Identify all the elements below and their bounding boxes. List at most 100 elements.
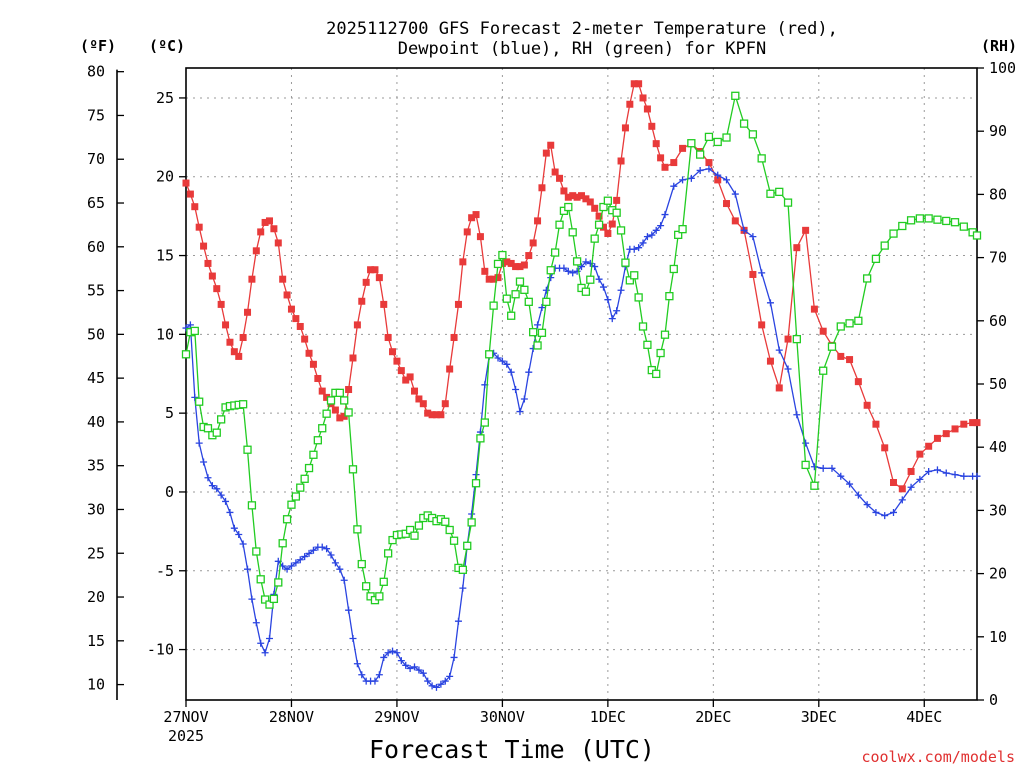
dewpoint-point bbox=[643, 233, 651, 241]
temperature-point bbox=[393, 357, 401, 365]
temperature-point bbox=[252, 247, 260, 255]
temperature-point bbox=[766, 357, 774, 365]
relative-humidity-point bbox=[529, 328, 538, 337]
temperature-point bbox=[397, 367, 405, 375]
temperature-point bbox=[723, 200, 731, 208]
dewpoint-point bbox=[230, 524, 238, 532]
dewpoint-point bbox=[411, 663, 419, 671]
temperature-point bbox=[621, 124, 629, 132]
chart-title-line2: Dewpoint (blue), RH (green) for KPFN bbox=[398, 39, 766, 59]
fahrenheit-tick-label: 10 bbox=[87, 676, 105, 694]
relative-humidity-point bbox=[696, 150, 705, 159]
temperature-point bbox=[507, 259, 515, 267]
temperature-point bbox=[551, 168, 559, 176]
relative-humidity-point bbox=[933, 215, 942, 224]
dewpoint-point bbox=[301, 553, 309, 561]
relative-humidity-point bbox=[467, 518, 476, 527]
dewpoint-point bbox=[534, 321, 542, 329]
temperature-point bbox=[498, 259, 506, 267]
temperature-point bbox=[371, 266, 379, 274]
temperature-point bbox=[287, 305, 295, 313]
relative-humidity-point bbox=[260, 595, 270, 604]
temperature-point bbox=[582, 195, 590, 203]
relative-humidity-point bbox=[656, 348, 665, 358]
dewpoint-point bbox=[573, 267, 581, 275]
temperature-point bbox=[854, 378, 862, 386]
dewpoint-point bbox=[305, 549, 313, 557]
temperature-point bbox=[933, 434, 941, 442]
dewpoint-point bbox=[758, 269, 766, 277]
relative-humidity-point bbox=[300, 474, 309, 483]
x-tick-label: 29NOV bbox=[374, 708, 419, 726]
dewpoint-point bbox=[349, 635, 357, 643]
temperature-point bbox=[248, 275, 256, 283]
temperature-point bbox=[437, 411, 445, 419]
dewpoint-point bbox=[191, 393, 199, 401]
temperature-point bbox=[942, 430, 950, 438]
temperature-point bbox=[191, 203, 199, 211]
temperature-point bbox=[239, 334, 247, 342]
tick-labels: 2520151050-5-108075706560555045403530252… bbox=[87, 59, 1016, 745]
dewpoint-point bbox=[208, 482, 216, 490]
dewpoint-point bbox=[358, 671, 366, 679]
relative-humidity-point bbox=[217, 415, 226, 424]
temperature-point bbox=[446, 365, 454, 373]
fahrenheit-tick-label: 60 bbox=[87, 238, 105, 256]
dewpoint-point bbox=[723, 176, 731, 184]
relative-humidity-point bbox=[854, 316, 863, 325]
x-axis-title: Forecast Time (UTC) bbox=[369, 735, 655, 764]
relative-humidity-point bbox=[568, 228, 577, 237]
relative-humidity-point bbox=[190, 326, 199, 336]
temperature-point bbox=[375, 274, 383, 282]
relative-humidity-point bbox=[493, 259, 503, 269]
credit-link[interactable]: coolwx.com/models bbox=[861, 748, 1015, 766]
rh-tick-label: 80 bbox=[989, 185, 1007, 203]
relative-humidity-point bbox=[480, 418, 489, 427]
dewpoint-point bbox=[327, 551, 335, 559]
temperature-point bbox=[819, 327, 827, 335]
dewpoint-point bbox=[740, 226, 748, 234]
relative-humidity-point bbox=[533, 341, 542, 350]
relative-humidity-point bbox=[792, 334, 801, 344]
dewpoint-point bbox=[309, 546, 317, 554]
fahrenheit-tick-label: 15 bbox=[87, 632, 105, 650]
temperature-point bbox=[406, 373, 414, 381]
temperature-point bbox=[951, 425, 959, 433]
temperature-point bbox=[564, 193, 572, 201]
x-tick-label: 28NOV bbox=[269, 708, 314, 726]
celsius-tick-label: -10 bbox=[147, 641, 174, 659]
temperature-point bbox=[538, 184, 546, 192]
relative-humidity-point bbox=[181, 350, 191, 359]
dewpoint-point bbox=[907, 483, 915, 491]
temperature-point bbox=[705, 159, 713, 167]
relative-humidity-point bbox=[665, 292, 674, 301]
temperature-point bbox=[731, 217, 739, 225]
chart-title-line1: 2025112700 GFS Forecast 2-meter Temperat… bbox=[326, 19, 838, 39]
relative-humidity-point bbox=[520, 285, 529, 294]
temperature-point bbox=[380, 300, 388, 308]
celsius-tick-label: 5 bbox=[165, 404, 174, 422]
dewpoint-point bbox=[661, 211, 669, 219]
temperature-point bbox=[358, 297, 366, 305]
relative-humidity-point bbox=[507, 311, 516, 320]
dewpoint-point bbox=[569, 269, 577, 277]
relative-humidity-point bbox=[766, 189, 775, 198]
temperature-point bbox=[292, 315, 300, 323]
temperature-point bbox=[186, 190, 194, 198]
relative-humidity-point bbox=[485, 350, 494, 359]
temperature-point bbox=[652, 140, 660, 148]
dewpoint-point bbox=[257, 639, 265, 647]
x-tick-year-label: 2025 bbox=[168, 727, 204, 745]
x-tick-label: 27NOV bbox=[163, 708, 208, 726]
fahrenheit-tick-label: 65 bbox=[87, 194, 105, 212]
temperature-point bbox=[432, 411, 440, 419]
temperature-point bbox=[529, 239, 537, 247]
dewpoint-point bbox=[872, 508, 880, 516]
dewpoint-point bbox=[406, 664, 414, 672]
dewpoint-point bbox=[402, 661, 410, 669]
relative-humidity-point bbox=[898, 221, 907, 231]
temperature-point bbox=[542, 149, 550, 157]
dewpoint-point bbox=[204, 474, 212, 482]
relative-humidity-point bbox=[739, 119, 749, 128]
temperature-point bbox=[270, 225, 278, 233]
